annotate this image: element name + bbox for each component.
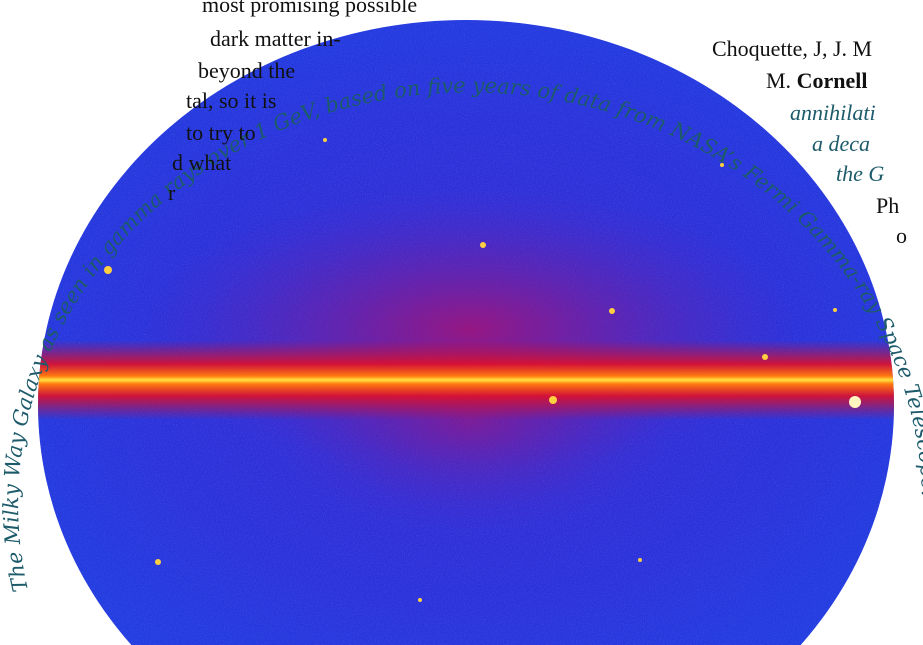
text-line: a deca: [812, 131, 870, 156]
author-name: Cornell: [797, 68, 868, 93]
text-line: most promising possible: [202, 0, 417, 17]
text-line: the G: [836, 161, 884, 186]
text-line: tal, so it is: [186, 88, 276, 113]
text-line: Choquette, J, J. M: [712, 36, 872, 61]
text-line: r: [168, 180, 176, 205]
text-line: M. Cornell: [766, 68, 867, 93]
text-line: beyond the: [198, 58, 295, 83]
author-initial: M.: [766, 68, 791, 93]
gamma-ray-image: [38, 20, 894, 645]
text-line: to try to: [186, 120, 256, 145]
text-line: Ph: [876, 193, 899, 218]
left-column: most promising possible dark matter in- …: [168, 0, 417, 205]
text-line: annihilati: [790, 100, 876, 125]
text-line: d what: [172, 150, 231, 175]
text-line: o: [896, 223, 907, 248]
right-column: Choquette, J, J. M M. Cornell annihilati…: [712, 36, 907, 248]
text-line: dark matter in-: [210, 26, 341, 51]
